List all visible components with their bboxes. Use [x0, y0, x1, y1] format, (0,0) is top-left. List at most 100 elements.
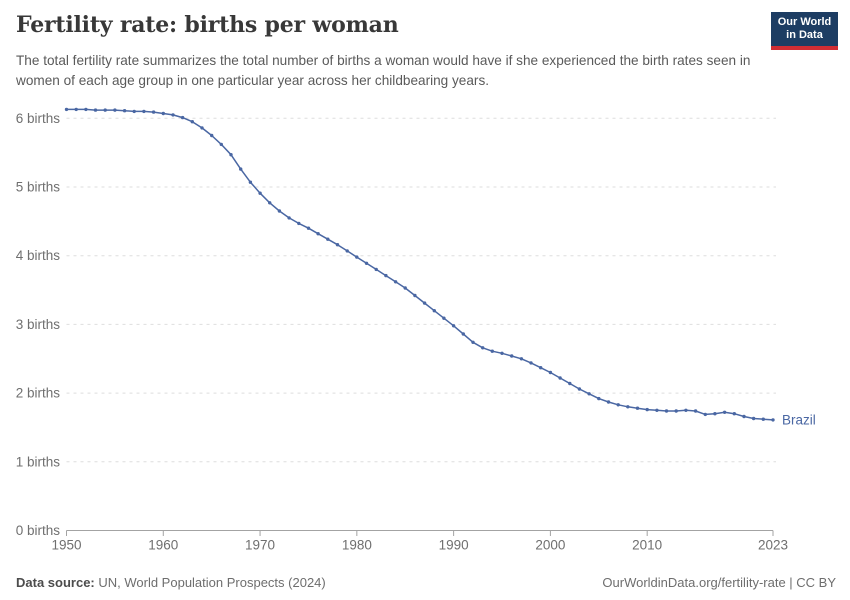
data-source-label: Data source:: [16, 575, 95, 590]
data-line[interactable]: [66, 108, 774, 421]
data-point[interactable]: [742, 414, 746, 419]
data-source-value: UN, World Population Prospects (2024): [94, 575, 326, 590]
data-point[interactable]: [529, 361, 533, 365]
data-point[interactable]: [297, 221, 301, 226]
data-point[interactable]: [306, 226, 311, 230]
data-point[interactable]: [345, 249, 349, 253]
data-point[interactable]: [122, 109, 127, 113]
data-point[interactable]: [422, 301, 427, 305]
data-point[interactable]: [219, 142, 223, 147]
data-point[interactable]: [132, 109, 136, 114]
data-point[interactable]: [703, 412, 707, 417]
data-point[interactable]: [606, 400, 611, 404]
data-point[interactable]: [548, 370, 553, 375]
data-point[interactable]: [151, 110, 156, 114]
data-point[interactable]: [103, 108, 107, 112]
data-point[interactable]: [84, 107, 88, 112]
y-axis-tick-label: 6 births: [16, 111, 61, 126]
data-point[interactable]: [664, 409, 669, 413]
data-point[interactable]: [248, 180, 253, 184]
series-end-label[interactable]: Brazil: [782, 412, 816, 427]
data-point[interactable]: [277, 209, 282, 213]
x-axis-tick-label: 1960: [148, 538, 178, 553]
data-point[interactable]: [693, 409, 698, 413]
data-point[interactable]: [635, 406, 640, 410]
data-point[interactable]: [335, 243, 340, 247]
data-point[interactable]: [655, 408, 659, 412]
data-point[interactable]: [142, 109, 146, 114]
data-point[interactable]: [674, 409, 678, 413]
series-brazil[interactable]: Brazil: [64, 107, 816, 428]
data-point[interactable]: [732, 412, 736, 416]
data-point[interactable]: [510, 354, 514, 358]
data-point[interactable]: [171, 113, 175, 117]
data-point[interactable]: [180, 115, 185, 120]
owid-logo-line2: in Data: [786, 29, 823, 41]
data-point[interactable]: [74, 107, 78, 112]
page-title: Fertility rate: births per woman: [16, 12, 399, 38]
chart-subtitle: The total fertility rate summarizes the …: [16, 53, 751, 88]
x-axis-tick-label: 2010: [632, 538, 662, 553]
data-point[interactable]: [113, 108, 117, 112]
data-point[interactable]: [364, 261, 369, 265]
data-point[interactable]: [645, 407, 649, 412]
data-point[interactable]: [713, 412, 717, 416]
data-point[interactable]: [481, 346, 485, 350]
data-point[interactable]: [597, 396, 601, 401]
data-point[interactable]: [268, 201, 272, 205]
data-point[interactable]: [93, 108, 98, 112]
y-axis-tick-label: 2 births: [16, 386, 61, 401]
data-point[interactable]: [374, 267, 378, 272]
data-point[interactable]: [229, 153, 233, 157]
data-point[interactable]: [500, 351, 504, 355]
y-axis-tick-label: 0 births: [16, 523, 61, 538]
y-axis-tick-label: 1 births: [16, 454, 61, 469]
data-point[interactable]: [539, 366, 543, 370]
data-point[interactable]: [190, 120, 194, 124]
data-point[interactable]: [403, 286, 407, 290]
chart-footer: Data source: UN, World Population Prospe…: [0, 575, 850, 590]
y-gridlines: [66, 117, 776, 531]
data-point[interactable]: [771, 418, 775, 422]
data-point[interactable]: [326, 237, 330, 241]
data-point[interactable]: [287, 216, 291, 220]
data-point[interactable]: [761, 417, 765, 421]
data-point[interactable]: [161, 111, 165, 116]
data-point[interactable]: [316, 232, 320, 236]
x-axis-tick-label: 1970: [245, 538, 275, 553]
data-point[interactable]: [519, 357, 524, 361]
y-axis-tick-label: 3 births: [16, 317, 61, 332]
data-point[interactable]: [384, 273, 388, 278]
data-point[interactable]: [432, 309, 436, 313]
data-point[interactable]: [684, 408, 688, 412]
data-point[interactable]: [239, 167, 243, 171]
data-point[interactable]: [558, 376, 562, 380]
data-point[interactable]: [626, 405, 630, 409]
owid-license-link[interactable]: OurWorldinData.org/fertility-rate | CC B…: [602, 575, 836, 590]
data-point[interactable]: [722, 410, 727, 414]
data-point[interactable]: [461, 332, 465, 336]
data-point[interactable]: [751, 416, 756, 421]
data-point[interactable]: [64, 107, 69, 112]
data-point[interactable]: [471, 340, 475, 344]
data-point[interactable]: [490, 349, 494, 353]
x-axis: 1950 1960 1970 1980 1990 2000 2010 2023: [51, 530, 788, 553]
data-point[interactable]: [258, 191, 262, 195]
owid-logo[interactable]: Our World in Data: [771, 12, 838, 50]
data-point[interactable]: [451, 324, 456, 328]
data-point[interactable]: [355, 255, 359, 259]
data-point[interactable]: [200, 126, 204, 130]
data-point[interactable]: [616, 403, 620, 407]
data-point[interactable]: [568, 381, 572, 386]
data-point[interactable]: [577, 387, 582, 391]
data-point[interactable]: [210, 133, 214, 138]
data-point[interactable]: [587, 392, 591, 396]
data-point[interactable]: [442, 316, 446, 320]
x-axis-tick-label: 1990: [439, 538, 469, 553]
y-axis-tick-label: 4 births: [16, 248, 61, 263]
x-axis-tick-label: 2000: [535, 538, 565, 553]
data-point[interactable]: [413, 293, 417, 298]
data-point[interactable]: [393, 280, 398, 284]
